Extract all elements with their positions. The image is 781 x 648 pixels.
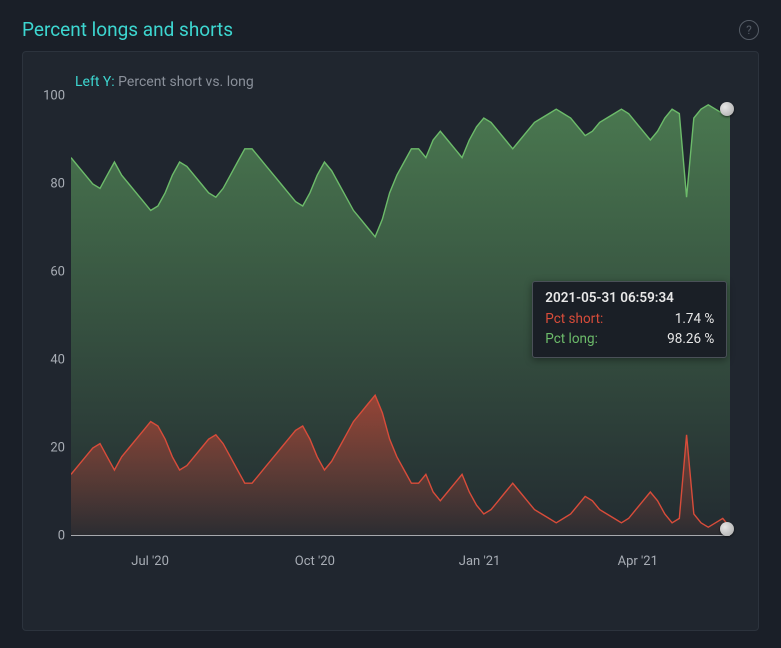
chart-panel: Percent longs and shorts ? Left Y: Perce…: [0, 0, 781, 648]
tooltip-short-label: Pct short:: [545, 309, 603, 329]
y-axis-label: Left Y: Percent short vs. long: [75, 74, 740, 90]
x-tick: Jul '20: [131, 554, 169, 569]
y-tick: 20: [50, 441, 65, 456]
tooltip-long-label: Pct long:: [545, 329, 598, 349]
y-axis-ticks: 020406080100: [33, 96, 67, 536]
y-tick: 0: [58, 529, 65, 544]
tooltip-row-short: Pct short: 1.74 %: [545, 309, 714, 329]
range-handle-top[interactable]: [720, 102, 734, 116]
tooltip-timestamp: 2021-05-31 06:59:34: [545, 290, 714, 306]
left-y-desc: Percent short vs. long: [118, 74, 254, 90]
x-axis-ticks: Jul '20 Oct '20 Jan '21 Apr '21: [71, 546, 730, 576]
tooltip-row-long: Pct long: 98.26 %: [545, 329, 714, 349]
panel-title: Percent longs and shorts: [22, 18, 233, 41]
y-tick: 60: [50, 265, 65, 280]
plot-wrap: 020406080100: [71, 96, 730, 576]
hover-tooltip: 2021-05-31 06:59:34 Pct short: 1.74 % Pc…: [532, 281, 727, 359]
help-glyph: ?: [746, 23, 752, 37]
left-y-prefix: Left Y:: [75, 74, 115, 90]
chart-card: Left Y: Percent short vs. long 020406080…: [22, 51, 759, 631]
tooltip-short-value: 1.74 %: [675, 309, 715, 329]
tooltip-long-value: 98.26 %: [667, 329, 714, 349]
range-handle-bottom[interactable]: [720, 522, 734, 536]
plot-area[interactable]: 2021-05-31 06:59:34 Pct short: 1.74 % Pc…: [71, 96, 730, 536]
y-tick: 40: [50, 353, 65, 368]
y-tick: 80: [50, 177, 65, 192]
panel-header: Percent longs and shorts ?: [22, 18, 759, 41]
x-tick: Jan '21: [459, 554, 501, 569]
help-icon[interactable]: ?: [739, 20, 759, 40]
x-tick: Apr '21: [618, 554, 658, 569]
y-tick: 100: [43, 89, 65, 104]
x-tick: Oct '20: [295, 554, 335, 569]
